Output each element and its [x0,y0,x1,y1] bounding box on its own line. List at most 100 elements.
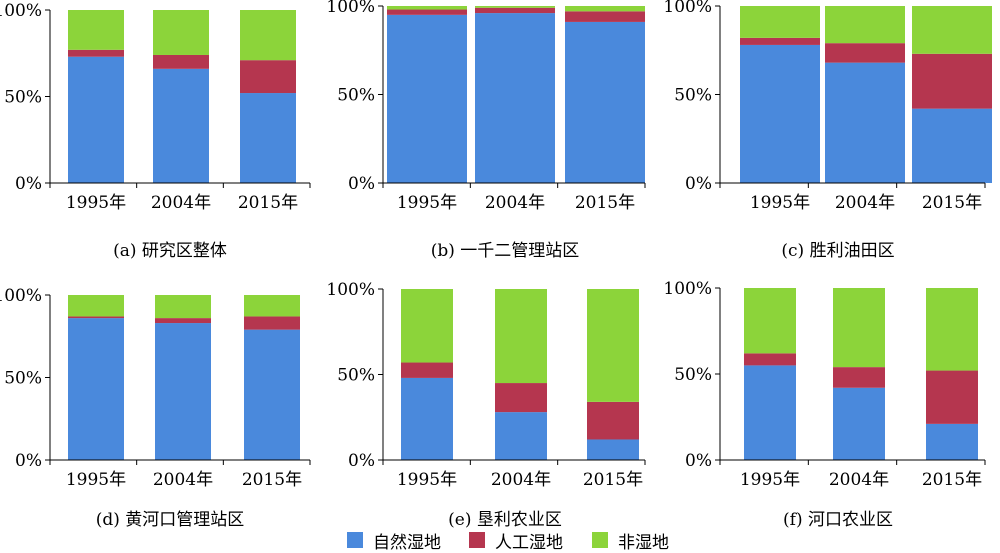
legend-label-non: 非湿地 [618,532,669,553]
x-tick-label: 2015年 [922,193,982,213]
bar-artificial-2 [565,11,645,22]
chart-panel-4: 0% 50% 100% 1995年 2004年 2015年 [326,280,646,490]
bar-natural-2 [244,329,300,460]
y-tick-label: 100% [0,1,42,21]
bar-artificial-1 [153,54,209,69]
bar-non-1 [825,6,905,44]
bar-artificial-1 [495,383,547,413]
bar-natural-1 [153,68,209,183]
x-tick-label: 1995年 [66,470,126,490]
x-tick-label: 2015年 [575,193,635,213]
legend-swatch-natural [347,532,363,548]
y-tick-label: 50% [337,86,375,106]
y-tick-label: 0% [685,174,712,194]
bar-natural-0 [68,56,124,183]
bar-artificial-0 [387,9,467,15]
y-tick-label: 0% [348,451,375,471]
caption-e: (e) 垦利农业区 [448,510,562,530]
bar-natural-2 [587,439,639,460]
x-tick-label: 2004年 [153,470,213,490]
x-tick-label: 1995年 [66,193,126,213]
y-tick-label: 0% [685,451,712,471]
x-tick-label: 2015年 [238,193,298,213]
legend-swatch-artificial [469,532,485,548]
x-tick-label: 2015年 [922,470,982,490]
bar-non-1 [153,10,209,55]
bar-artificial-1 [155,318,211,324]
x-tick-label: 2015年 [583,470,643,490]
x-tick-label: 2004年 [151,193,211,213]
bar-non-2 [587,289,639,402]
chart-panel-0: 0% 50% 100% 1995年 2004年 2015年 [0,1,311,213]
x-tick-label: 1995年 [397,193,457,213]
bar-non-0 [744,288,796,354]
y-tick-label: 50% [674,86,712,106]
bar-natural-0 [744,365,796,460]
bar-non-2 [565,6,645,12]
bar-natural-0 [740,44,820,183]
x-tick-label: 2004年 [485,193,545,213]
x-tick-label: 1995年 [740,470,800,490]
bar-non-2 [912,6,992,54]
chart-panel-3: 0% 50% 100% 1995年 2004年 2015年 [0,286,311,490]
caption-b: (b) 一千二管理站区 [430,241,580,261]
y-tick-label: 0% [15,451,42,471]
bar-non-1 [475,6,555,8]
bar-natural-1 [475,13,555,183]
x-tick-label: 1995年 [750,193,810,213]
y-tick-label: 0% [348,174,375,194]
bar-non-1 [495,289,547,384]
bar-non-0 [68,10,124,50]
x-tick-label: 2004年 [491,470,551,490]
bar-non-0 [68,295,124,317]
bar-natural-1 [825,62,905,183]
bar-natural-2 [240,93,296,183]
bar-natural-1 [495,412,547,460]
y-tick-label: 50% [674,365,712,385]
caption-f: (f) 河口农业区 [783,510,893,530]
y-tick-label: 0% [15,174,42,194]
y-tick-label: 100% [326,280,375,300]
caption-c: (c) 胜利油田区 [781,241,895,261]
bar-artificial-2 [926,370,978,424]
bar-non-2 [926,288,978,371]
bar-natural-2 [926,423,978,460]
bar-artificial-0 [68,316,124,319]
bar-non-0 [740,6,820,38]
legend-label-natural: 自然湿地 [373,532,441,553]
bar-artificial-2 [587,401,639,440]
bar-natural-0 [387,14,467,183]
y-tick-label: 100% [326,0,375,17]
bar-non-1 [833,288,885,368]
bar-artificial-1 [825,43,905,63]
y-tick-label: 50% [337,366,375,386]
bar-natural-1 [833,387,885,460]
bar-artificial-2 [912,53,992,109]
bar-natural-0 [68,318,124,460]
bar-natural-1 [155,323,211,460]
bar-artificial-1 [475,7,555,14]
y-tick-label: 100% [663,279,712,299]
legend: 自然湿地 人工湿地 非湿地 [0,528,1000,553]
bar-artificial-0 [744,353,796,366]
x-tick-label: 1995年 [397,470,457,490]
legend-label-artificial: 人工湿地 [495,532,563,553]
caption-d: (d) 黄河口管理站区 [95,510,245,530]
y-tick-label: 100% [0,286,42,306]
bar-artificial-0 [740,37,820,45]
bar-artificial-2 [240,60,296,94]
y-tick-label: 100% [663,0,712,17]
chart-panel-1: 0% 50% 100% 1995年 2004年 2015年 [326,0,646,213]
bar-artificial-0 [401,362,453,378]
chart-panel-2: 0% 50% 100% 1995年 2004年 2015年 [663,0,992,213]
bar-natural-0 [401,377,453,460]
bar-non-1 [155,295,211,319]
legend-swatch-non [592,532,608,548]
caption-a: (a) 研究区整体 [113,241,227,261]
bar-natural-2 [565,21,645,184]
bar-non-0 [387,6,467,10]
x-tick-label: 2015年 [242,470,302,490]
bar-non-2 [244,295,300,317]
legend-item-artificial: 人工湿地 [469,528,563,553]
